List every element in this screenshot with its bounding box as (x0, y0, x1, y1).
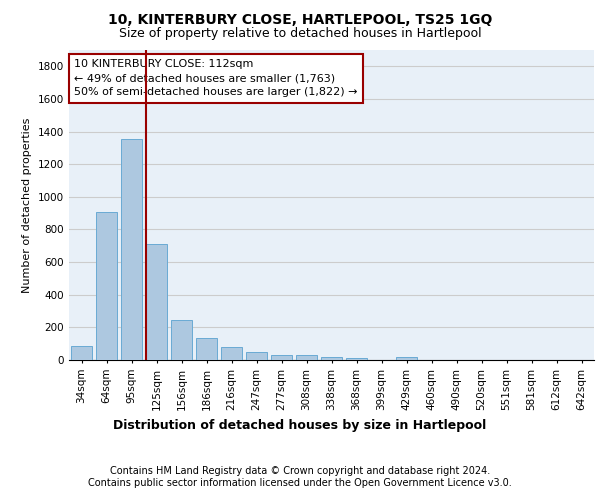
Text: 10, KINTERBURY CLOSE, HARTLEPOOL, TS25 1GQ: 10, KINTERBURY CLOSE, HARTLEPOOL, TS25 1… (108, 12, 492, 26)
Bar (246, 352, 267, 360)
Bar (196, 338, 217, 360)
Bar (346, 358, 367, 360)
Bar (396, 356, 417, 360)
Bar (321, 356, 342, 360)
Bar (271, 355, 292, 360)
Text: Contains HM Land Registry data © Crown copyright and database right 2024.
Contai: Contains HM Land Registry data © Crown c… (88, 466, 512, 487)
Bar (171, 320, 192, 360)
Text: 10 KINTERBURY CLOSE: 112sqm
← 49% of detached houses are smaller (1,763)
50% of : 10 KINTERBURY CLOSE: 112sqm ← 49% of det… (74, 60, 358, 98)
Text: Size of property relative to detached houses in Hartlepool: Size of property relative to detached ho… (119, 28, 481, 40)
Bar (146, 244, 167, 360)
Bar (296, 355, 317, 360)
Text: Distribution of detached houses by size in Hartlepool: Distribution of detached houses by size … (113, 420, 487, 432)
Bar (221, 347, 242, 360)
Bar (71, 346, 92, 360)
Bar (96, 212, 117, 360)
Bar (121, 139, 142, 360)
Y-axis label: Number of detached properties: Number of detached properties (22, 118, 32, 292)
